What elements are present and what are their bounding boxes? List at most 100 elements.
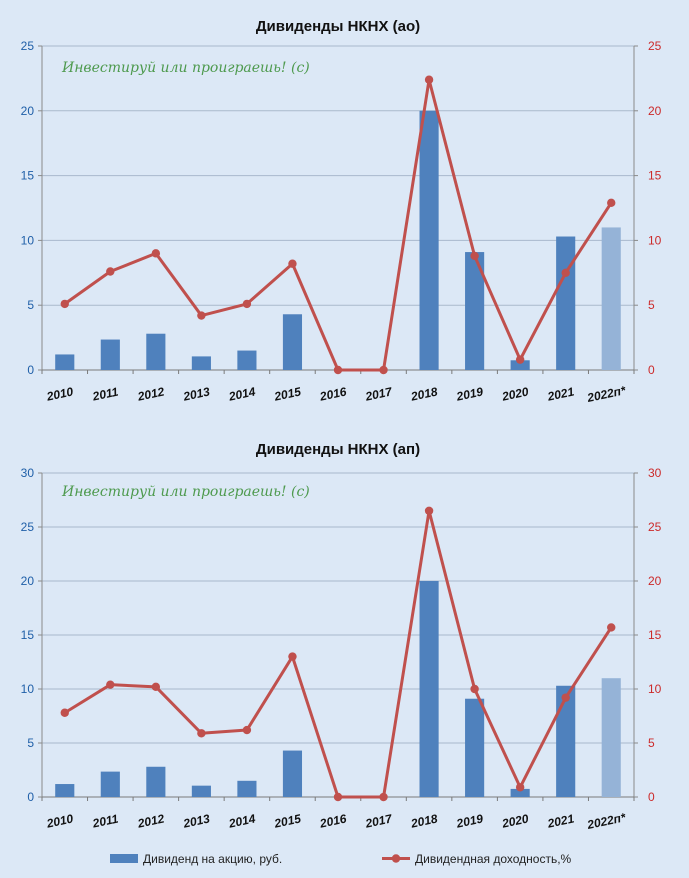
yield-point-2011 [106,680,115,689]
y-tick-label-right: 25 [648,520,662,534]
yield-point-2013 [197,311,206,320]
chart-title: Дивиденды НКНХ (ап) [256,441,420,458]
bar-2019 [465,698,485,797]
legend-line-marker [391,854,401,863]
x-tick-label: 2018 [409,384,439,404]
bar-2018 [419,110,439,371]
yield-point-2015 [288,259,297,268]
y-tick-label-right: 5 [648,298,655,312]
y-tick-label-left: 5 [27,736,34,750]
bar-2021 [556,685,576,797]
yield-point-2019 [470,251,479,261]
y-tick-label-right: 5 [648,736,655,750]
yield-point-2017 [379,365,388,375]
chart-2: Дивиденды НКНХ (ап)051015202530051015202… [21,441,662,832]
bar-2011 [100,339,120,370]
yield-point-2016 [333,792,343,802]
x-tick-label: 2012 [136,384,166,404]
yield-point-2010 [60,299,69,309]
y-tick-label-right: 0 [648,790,655,804]
y-tick-label-left: 20 [21,104,35,118]
x-tick-label: 2013 [181,384,211,404]
y-tick-label-right: 30 [648,466,662,480]
bar-2014 [237,350,257,370]
legend: Дивиденд на акцию, руб. Дивидендная доход… [110,852,572,866]
bar-2015 [282,750,303,797]
watermark-text: Инвестируй или проиграешь! (с) [61,484,310,500]
yield-point-2011 [106,267,115,276]
bar-2020 [510,788,530,797]
chart-1: Дивиденды НКНХ (ао) 0 5 10 15 20 25 0 5 10 15 20 25 2… [21,18,662,405]
yield-point-2022п* [607,623,616,632]
y-tick-label-left: 0 [27,790,34,804]
x-tick-label: 2017 [363,384,394,404]
y-tick-label-left: 25 [21,39,35,53]
x-tick-label: 2018 [409,811,439,831]
yield-point-2020 [515,355,525,364]
bar-2012 [146,333,166,370]
y-tick-label-left: 15 [21,169,35,183]
y-tick-label-left: 15 [21,628,35,642]
y-tick-label-left: 10 [21,233,35,247]
x-tick-label: 2015 [272,811,302,831]
x-tick-label: 2015 [272,384,302,404]
x-tick-label: 2011 [90,384,119,403]
yield-point-2015 [288,652,297,661]
x-tick-label: 2014 [227,384,257,404]
yield-point-2019 [470,684,479,694]
bar-2021 [556,236,576,370]
x-tick-label: 2014 [227,811,257,831]
legend-line-label: Дивидендная доходность,% [415,852,572,866]
x-tick-label: 2013 [181,811,211,831]
y-tick-label-right: 20 [648,104,662,118]
yield-point-2016 [333,365,343,375]
y-tick-label-right: 10 [648,233,662,247]
x-tick-label: 2019 [454,384,484,404]
yield-point-2010 [60,708,69,717]
y-tick-label-right: 0 [648,363,655,377]
x-tick-label: 2020 [500,811,530,831]
x-tick-label: 2020 [500,384,530,404]
bar-2020 [510,360,530,370]
yield-point-2013 [197,729,206,738]
legend-bar-swatch [110,854,138,863]
bar-2022п* [601,678,621,797]
yield-point-2018 [424,506,434,515]
bar-2014 [237,780,257,797]
bar-2018 [419,581,439,797]
yield-point-2022п* [607,198,616,208]
y-tick-label-left: 0 [27,363,34,377]
x-tick-label: 2010 [44,384,74,404]
y-tick-label-right: 15 [648,628,662,642]
yield-point-2014 [242,299,252,309]
bar-2010 [55,784,75,797]
yield-point-2021 [561,693,570,702]
yield-point-2017 [379,792,388,802]
bar-2011 [100,771,120,797]
y-tick-label-left: 5 [27,298,34,312]
yield-point-2020 [515,783,525,792]
bar-2013 [191,356,211,370]
x-tick-label: 2016 [318,811,348,831]
x-tick-label: 2019 [454,811,484,831]
bar-2015 [282,314,303,370]
y-tick-label-right: 25 [648,39,662,53]
x-tick-label: 2011 [90,811,119,830]
x-tick-label: 2021 [545,811,575,831]
y-tick-label-left: 20 [21,574,35,588]
bar-2022п* [601,227,621,370]
yield-point-2018 [424,75,434,84]
y-tick-label-left: 30 [21,466,35,480]
yield-point-2021 [561,268,570,277]
legend-bar-label: Дивиденд на акцию, руб. [143,852,282,866]
x-tick-label: 2017 [363,811,394,831]
bar-2010 [55,354,75,370]
bar-2013 [191,785,211,797]
x-tick-label: 2016 [318,384,348,404]
y-tick-label-right: 15 [648,169,662,183]
bar-2019 [465,252,485,370]
x-tick-label: 2021 [545,384,575,404]
y-tick-label-right: 20 [648,574,662,588]
